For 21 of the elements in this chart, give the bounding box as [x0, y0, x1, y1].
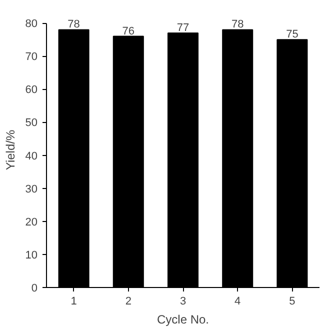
- x-tick-label: 3: [180, 296, 186, 308]
- y-tick-label: 50: [25, 117, 38, 130]
- y-tick-label: 70: [25, 51, 38, 64]
- y-tick-label: 80: [25, 18, 38, 30]
- y-tick-label: 30: [25, 183, 38, 196]
- data-label: 78: [231, 18, 244, 31]
- data-label: 77: [176, 22, 190, 34]
- data-label: 76: [122, 25, 135, 38]
- x-axis-title: Cycle No.: [156, 312, 210, 326]
- y-tick-label: 0: [31, 282, 38, 294]
- y-tick-label: 60: [25, 84, 38, 96]
- y-tick-label: 10: [25, 249, 38, 262]
- data-label: 75: [286, 28, 298, 41]
- x-tick-label: 1: [70, 296, 77, 308]
- y-axis-title: Yield/%: [3, 130, 18, 170]
- data-label: 78: [68, 18, 80, 31]
- x-tick-label: 2: [125, 296, 132, 308]
- y-tick-label: 20: [25, 216, 38, 228]
- x-tick-label: 4: [234, 296, 241, 308]
- y-tick-label: 40: [25, 150, 38, 162]
- x-tick-label: 5: [289, 296, 296, 308]
